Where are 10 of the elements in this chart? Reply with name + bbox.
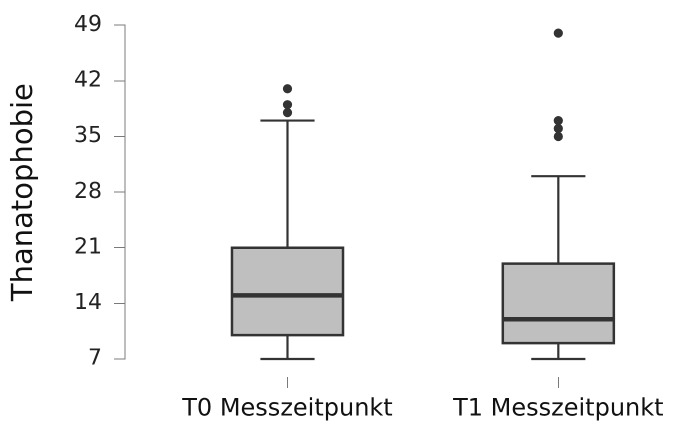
y-tick-label: 42: [74, 68, 102, 93]
y-tick-label: 49: [74, 12, 102, 37]
y-tick-label: 21: [74, 234, 102, 260]
y-tick-label: 7: [88, 346, 102, 371]
y-axis-title: Thanatophobie: [4, 83, 39, 302]
y-tick-label: 28: [74, 178, 102, 204]
y-tick-label: 35: [74, 123, 102, 148]
x-tick-label: T0 Messzeitpunkt: [181, 394, 393, 422]
x-tick-label: T1 Messzeitpunkt: [452, 394, 664, 422]
y-tick-label: 14: [74, 290, 102, 316]
